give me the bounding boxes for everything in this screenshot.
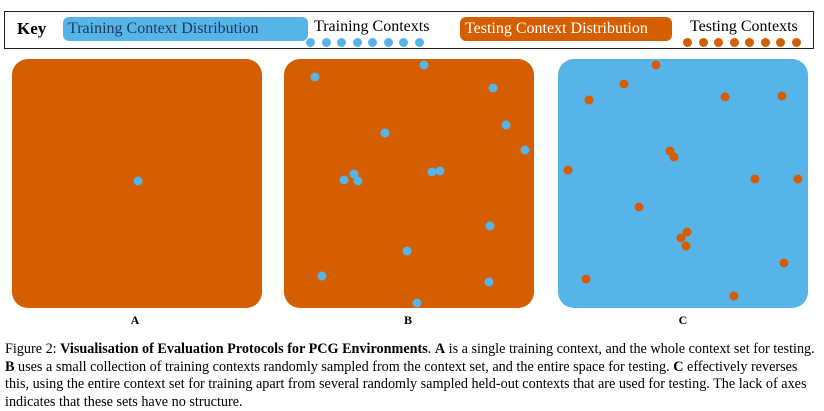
training-context-dot bbox=[306, 38, 315, 47]
training-context-dot bbox=[501, 120, 511, 130]
training-context-dot bbox=[402, 246, 412, 256]
training-context-dot bbox=[488, 83, 498, 93]
training-context-dot bbox=[368, 38, 377, 47]
testing-context-dot bbox=[729, 291, 739, 301]
caption-ref-a: A bbox=[434, 341, 446, 357]
caption-title: Visualisation of Evaluation Protocols fo… bbox=[60, 341, 428, 357]
testing-distribution-swatch: Testing Context Distribution bbox=[460, 17, 672, 41]
testing-context-dot bbox=[634, 202, 644, 212]
testing-context-dot bbox=[676, 233, 686, 243]
caption-text: effectively reverses this, using the ent… bbox=[5, 358, 807, 410]
training-context-dot bbox=[383, 38, 393, 47]
testing-context-dot bbox=[791, 38, 801, 47]
key-legend: Key Training Context Distribution Traini… bbox=[4, 11, 814, 49]
testing-context-dot bbox=[584, 95, 594, 105]
testing-context-dot bbox=[729, 38, 739, 47]
testing-context-dot bbox=[745, 38, 754, 47]
training-context-dot bbox=[321, 38, 331, 47]
panel-c-held-out-testing-contexts bbox=[558, 59, 808, 308]
testing-context-dot bbox=[776, 38, 785, 47]
figure-number: Figure 2: bbox=[5, 341, 61, 357]
testing-context-dot bbox=[779, 258, 789, 268]
testing-context-dot bbox=[793, 174, 803, 184]
testing-contexts-label: Testing Contexts bbox=[690, 18, 798, 35]
testing-context-dot bbox=[698, 38, 708, 47]
caption-text: . bbox=[427, 341, 435, 357]
testing-context-dot bbox=[760, 38, 770, 47]
training-distribution-swatch: Training Context Distribution bbox=[63, 17, 308, 41]
key-title: Key bbox=[17, 19, 47, 38]
training-context-dot bbox=[317, 271, 327, 281]
figure-caption: Figure 2: Visualisation of Evaluation Pr… bbox=[5, 341, 815, 411]
testing-context-dot bbox=[651, 60, 661, 70]
training-context-dot bbox=[485, 221, 495, 231]
caption-text: is a single training context, and the wh… bbox=[445, 341, 815, 357]
testing-context-dot bbox=[720, 92, 730, 102]
testing-context-dot bbox=[682, 227, 692, 237]
training-context-dot bbox=[310, 72, 320, 82]
training-context-dot bbox=[349, 169, 359, 179]
training-context-dot bbox=[399, 38, 408, 47]
caption-text: uses a small collection of training cont… bbox=[14, 358, 674, 375]
training-context-dot bbox=[412, 298, 422, 308]
testing-context-dot bbox=[777, 91, 787, 101]
training-context-dot bbox=[352, 38, 362, 47]
training-context-dot bbox=[435, 166, 445, 176]
testing-context-dot bbox=[581, 274, 591, 284]
panel-b-label: B bbox=[403, 313, 412, 327]
training-context-dot bbox=[520, 145, 530, 155]
testing-context-dot bbox=[683, 38, 692, 47]
training-context-dot bbox=[427, 167, 437, 177]
testing-context-dot bbox=[750, 174, 760, 184]
testing-context-dot bbox=[669, 152, 679, 162]
training-context-dot bbox=[414, 38, 424, 47]
training-context-dot bbox=[419, 60, 429, 70]
training-context-dot bbox=[339, 175, 349, 185]
training-contexts-label: Training Contexts bbox=[314, 18, 430, 35]
testing-context-dot bbox=[665, 146, 675, 156]
panel-a-label: A bbox=[130, 313, 140, 327]
training-context-dot bbox=[380, 128, 390, 138]
caption-ref-c: C bbox=[673, 358, 684, 375]
testing-context-dot bbox=[619, 79, 629, 89]
panel-c-label: C bbox=[678, 313, 688, 327]
training-context-dot bbox=[484, 277, 494, 287]
caption-ref-b: B bbox=[5, 358, 15, 375]
panel-a-single-training-context bbox=[12, 59, 262, 308]
testing-context-dot bbox=[681, 241, 691, 251]
training-context-dot bbox=[353, 176, 363, 186]
training-context-dot bbox=[337, 38, 346, 47]
testing-context-dot bbox=[714, 38, 723, 47]
training-context-dot bbox=[133, 176, 143, 186]
panel-b-sampled-training-contexts bbox=[284, 59, 534, 308]
testing-context-dot bbox=[563, 165, 573, 175]
